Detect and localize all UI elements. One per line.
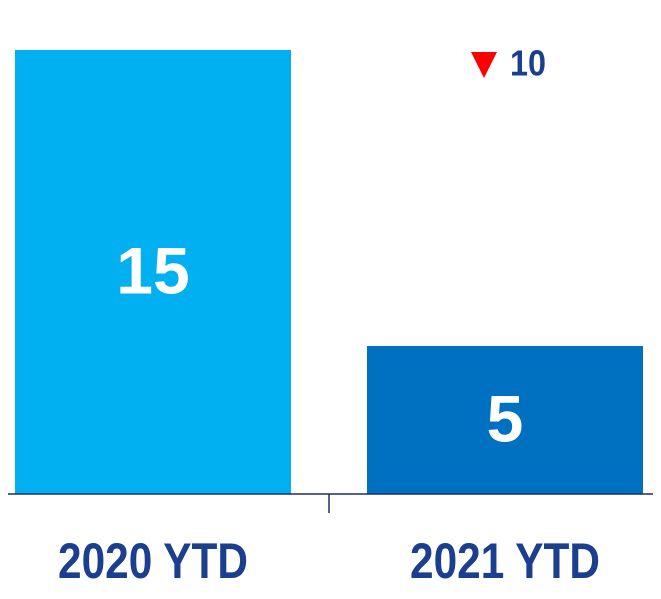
change-annotation: 10 bbox=[510, 43, 546, 84]
value-label: 5 bbox=[487, 381, 524, 455]
down-arrow bbox=[471, 52, 497, 78]
value-label: 15 bbox=[116, 233, 189, 307]
bar bbox=[15, 50, 291, 494]
bar bbox=[367, 346, 643, 494]
x-tick-label: 2020 YTD bbox=[58, 533, 248, 589]
x-tick-label: 2021 YTD bbox=[410, 533, 600, 589]
